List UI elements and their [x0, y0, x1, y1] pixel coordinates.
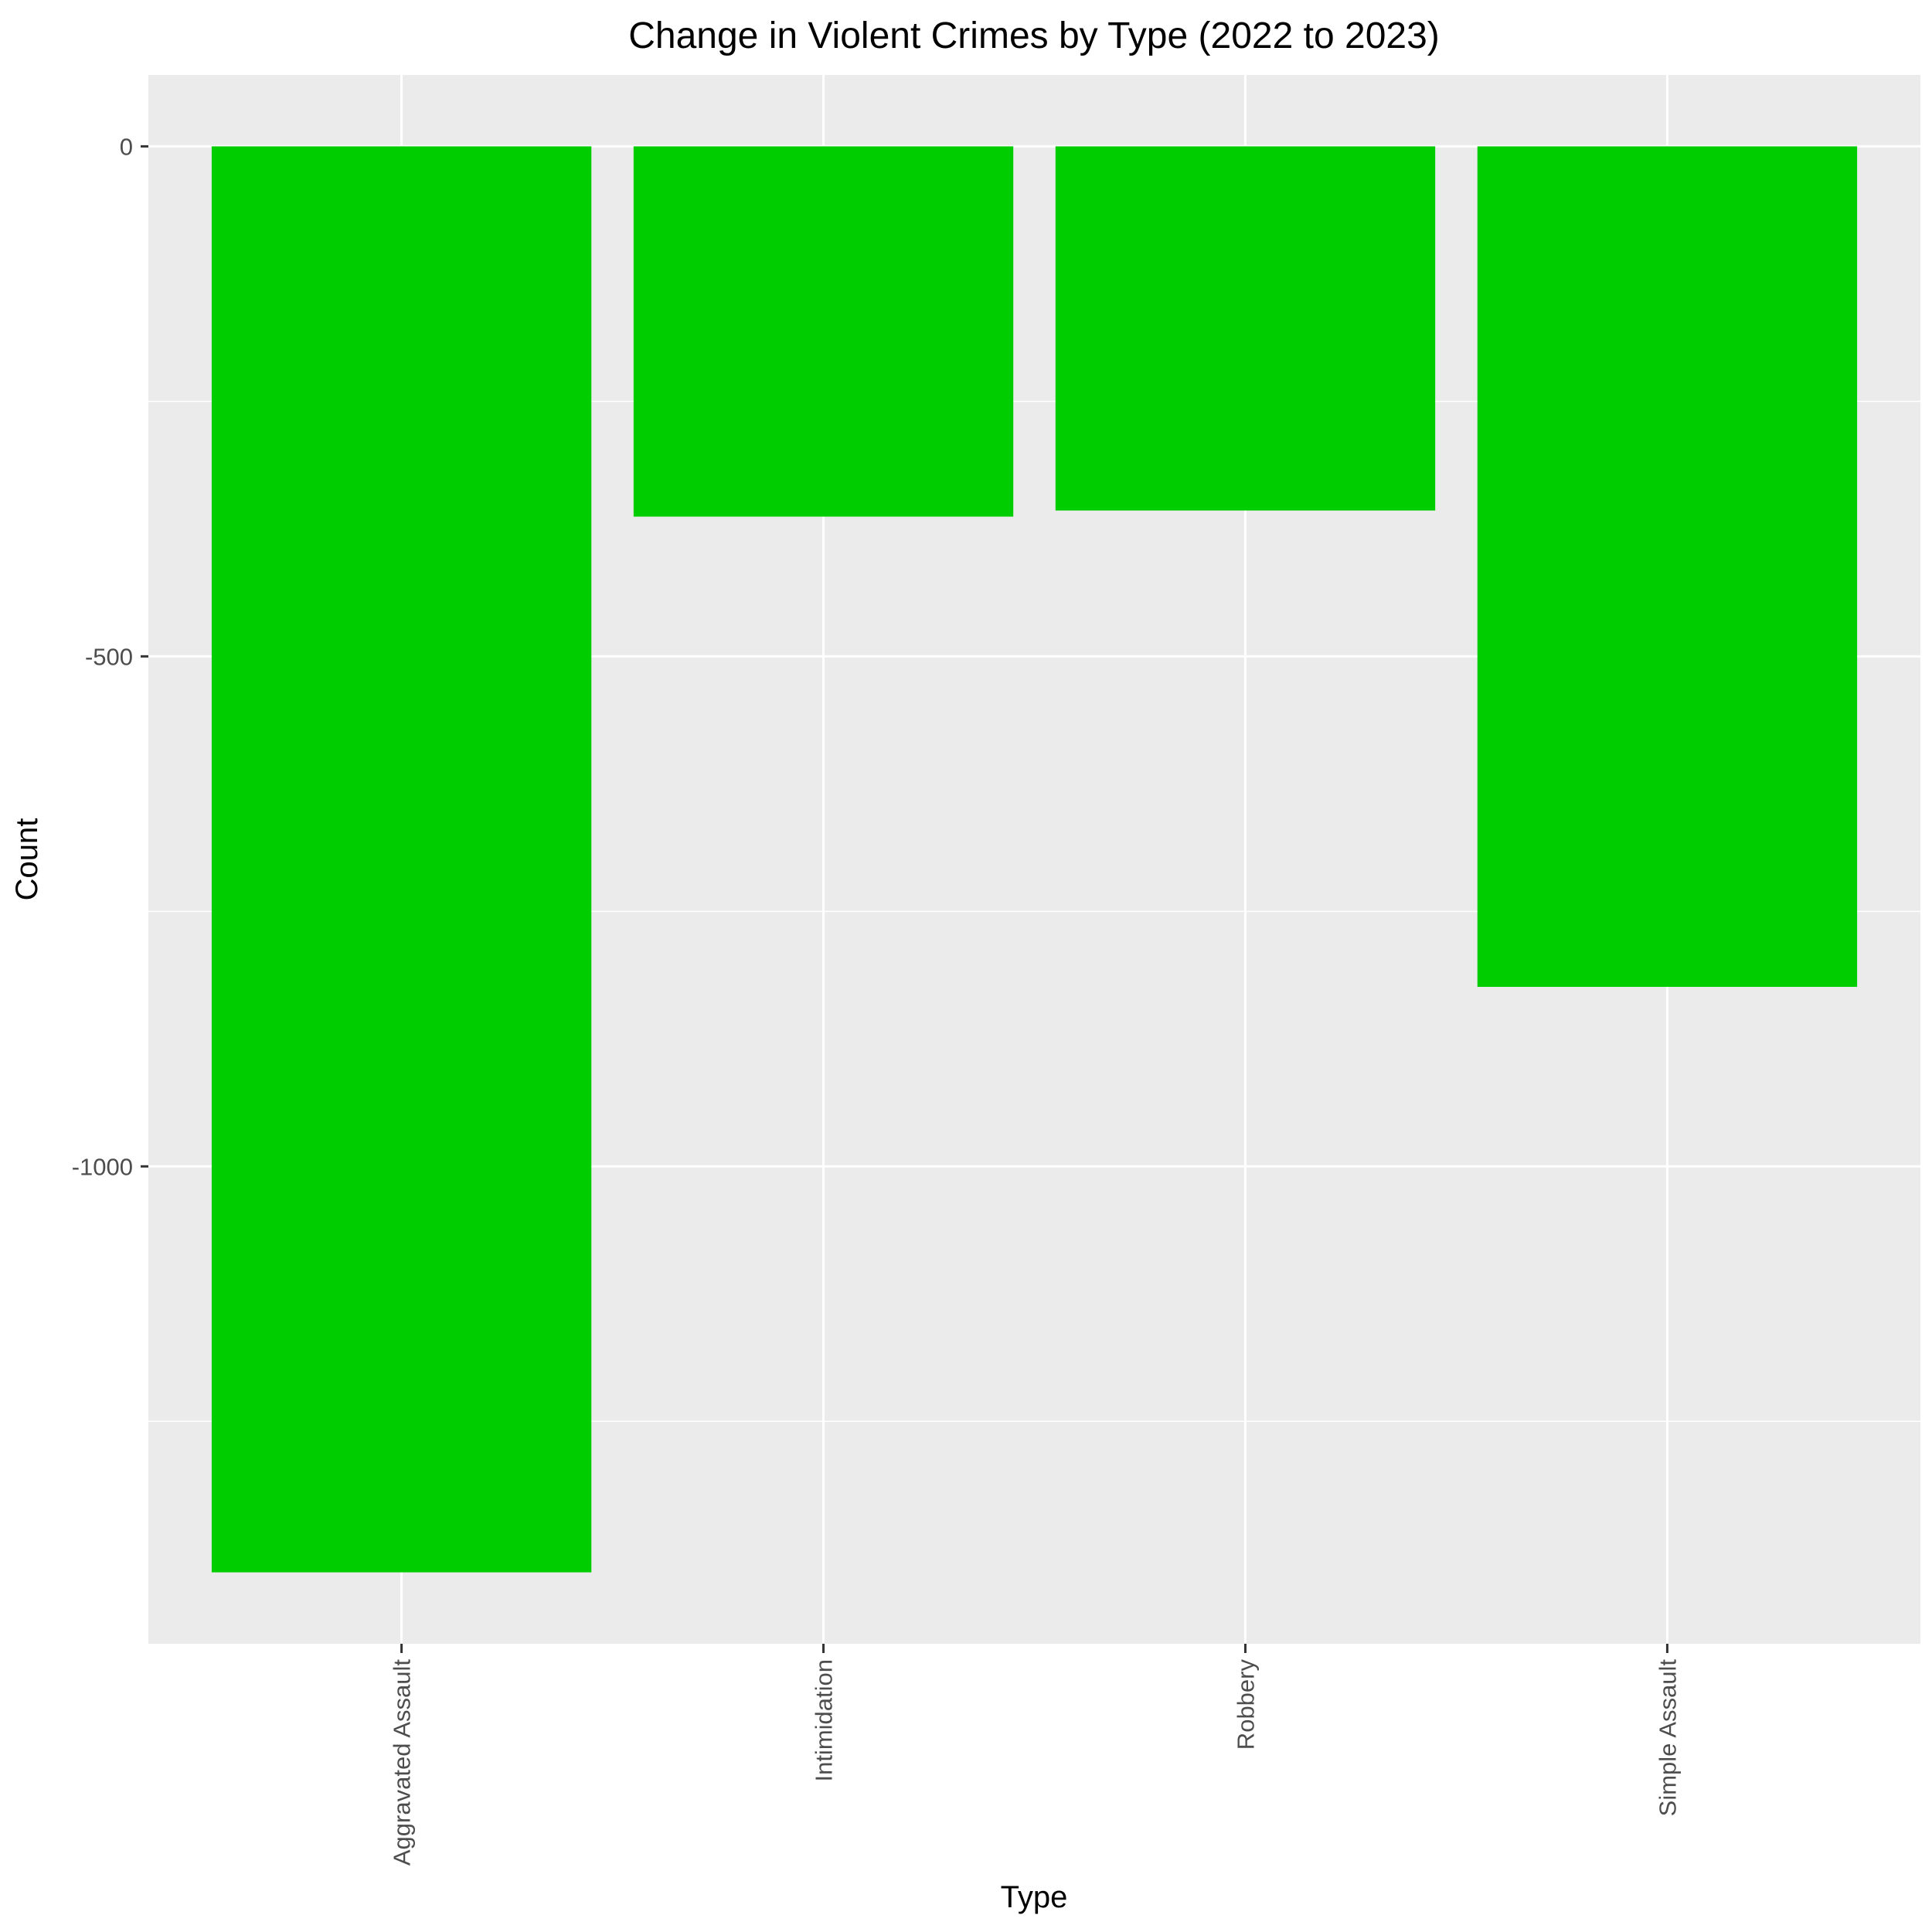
x-tick-label: Aggravated Assault [389, 1659, 416, 1866]
x-tick-label: Robbery [1232, 1659, 1259, 1750]
bar [633, 146, 1014, 517]
y-axis: 0 -500 -1000 [72, 133, 148, 1180]
bar [1477, 146, 1858, 987]
x-axis: Aggravated Assault Intimidation Robbery Sim… [389, 1644, 1681, 1866]
y-axis-title: Count [10, 818, 44, 901]
x-axis-title: Type [1001, 1880, 1068, 1914]
chart-title: Change in Violent Crimes by Type (2022 t… [628, 15, 1440, 56]
bars [211, 146, 1858, 1573]
y-tick-label: -500 [85, 643, 133, 670]
x-tick-label: Intimidation [811, 1659, 838, 1782]
bar [211, 146, 592, 1573]
y-tick-label: -1000 [72, 1153, 133, 1180]
bar [1055, 146, 1436, 511]
y-tick-label: 0 [120, 133, 133, 160]
x-tick-label: Simple Assault [1654, 1659, 1681, 1817]
